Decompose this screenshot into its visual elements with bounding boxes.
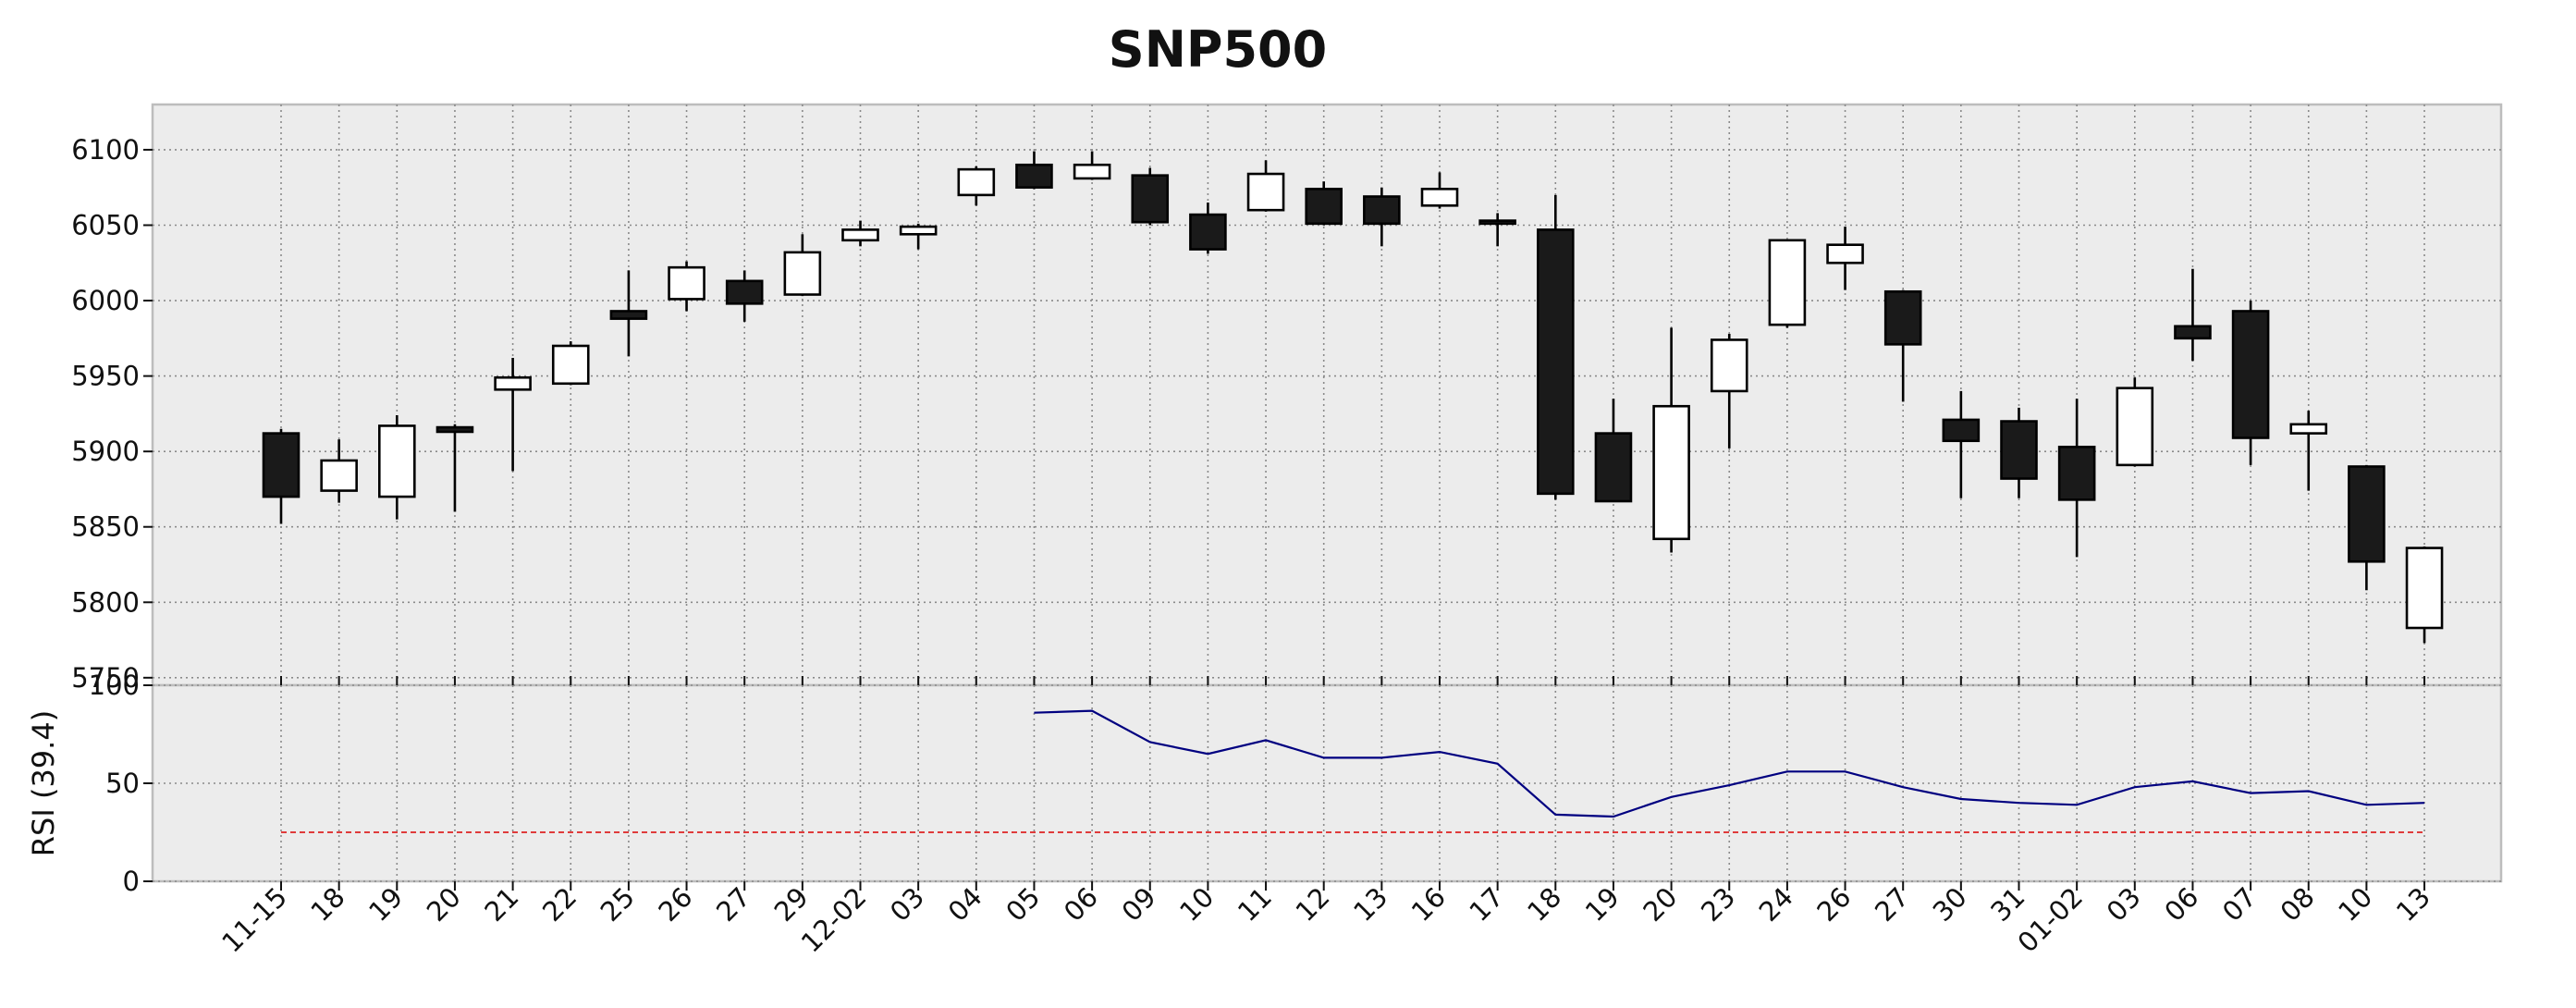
- candle-body: [609, 310, 648, 320]
- price-y-tick-label: 6100: [71, 134, 140, 166]
- x-tick-label: 21: [478, 881, 524, 928]
- x-tick-label: 11: [1232, 881, 1278, 928]
- x-tick-label: 25: [595, 881, 641, 928]
- x-tick-label: 13: [1347, 881, 1393, 928]
- candle-body: [1710, 338, 1748, 393]
- candle-body: [1826, 243, 1864, 264]
- candle-body: [2057, 445, 2096, 501]
- rsi-y-tick-label: 100: [89, 670, 140, 701]
- price-y-tick-label: 5800: [71, 586, 140, 618]
- rsi-y-tick-label: 50: [105, 768, 140, 799]
- candle-body: [1246, 172, 1285, 212]
- x-tick-label: 06: [1058, 881, 1104, 928]
- x-tick-label: 24: [1753, 881, 1799, 928]
- rsi-axis-label: RSI (39.4): [26, 710, 61, 856]
- x-tick-label: 23: [1695, 881, 1741, 928]
- candle-body: [1537, 228, 1575, 496]
- price-y-tick-label: 5950: [71, 361, 140, 392]
- candle-body: [1131, 174, 1170, 224]
- rsi-y-tick-labels: 0 50 100: [89, 670, 140, 897]
- price-y-tick-label: 5750: [71, 662, 140, 694]
- candle-body: [2174, 325, 2212, 340]
- candle-body: [2289, 423, 2328, 435]
- candle-body: [1015, 163, 1053, 190]
- x-tick-label: 26: [1810, 881, 1857, 928]
- x-tick-label: 18: [1521, 881, 1567, 928]
- x-tick-label: 27: [1869, 881, 1915, 928]
- candle-body: [668, 265, 705, 301]
- candle-body: [2231, 310, 2270, 439]
- x-tick-label: 19: [1579, 881, 1625, 928]
- x-tick-label: 26: [652, 881, 698, 928]
- x-tick-label: 29: [768, 881, 815, 928]
- candle-body: [262, 432, 301, 498]
- x-tick-label: 31: [1984, 881, 2030, 928]
- x-tick-label: 12: [1290, 881, 1336, 928]
- price-y-tick-label: 5900: [71, 436, 140, 467]
- x-tick-label: 20: [421, 881, 467, 928]
- candle-body: [494, 375, 532, 391]
- price-y-tick-labels: 5750 5800 5850 5900 5950 6000 6050 6100: [71, 134, 140, 694]
- x-tick-label: 19: [362, 881, 409, 928]
- x-tick-label: 30: [1927, 881, 1973, 928]
- candle-body: [2348, 465, 2386, 563]
- candle-body: [551, 344, 590, 386]
- x-tick-label: 08: [2275, 881, 2321, 928]
- x-tick-label: 05: [1000, 881, 1046, 928]
- rsi-y-tick-label: 0: [123, 866, 140, 897]
- candle-body: [1363, 195, 1401, 226]
- x-tick-label: 20: [1637, 881, 1683, 928]
- x-tick-label: 03: [884, 881, 930, 928]
- candle-body: [899, 225, 938, 236]
- x-tick-label: 12-02: [795, 881, 873, 959]
- candle-body: [841, 228, 879, 242]
- candle-body: [957, 167, 996, 197]
- rsi-series-line: [1034, 709, 2425, 818]
- x-tick-label: 17: [1463, 881, 1509, 928]
- candle-body: [783, 251, 822, 296]
- candle-body: [1189, 213, 1227, 251]
- x-tick-label: 09: [1116, 881, 1162, 928]
- x-tick-label: 10: [1173, 881, 1220, 928]
- x-tick-label: 11-15: [215, 881, 293, 959]
- candle-body: [1652, 404, 1690, 541]
- candle-body: [435, 425, 474, 434]
- candle-body: [377, 424, 416, 498]
- candle-body: [2405, 547, 2444, 630]
- x-tick-label: 10: [2332, 881, 2378, 928]
- candle-body: [2116, 387, 2154, 467]
- x-tick-label: 27: [710, 881, 756, 928]
- x-tick-label: 22: [536, 881, 583, 928]
- candle-body: [1073, 163, 1111, 180]
- candle-body: [1305, 188, 1343, 226]
- x-tick-label: 06: [2158, 881, 2204, 928]
- candle-body: [1768, 239, 1807, 326]
- x-tick-label: 16: [1405, 881, 1452, 928]
- candle-body: [725, 279, 764, 305]
- candle-body: [1478, 219, 1516, 226]
- rsi-lines: [281, 709, 2425, 833]
- candle-body: [2000, 420, 2038, 480]
- chart-title: SNP500: [1109, 20, 1327, 79]
- price-y-tick-label: 6000: [71, 285, 140, 316]
- x-tick-label: 07: [2216, 881, 2263, 928]
- x-tick-label: 03: [2101, 881, 2147, 928]
- candle-body: [1420, 188, 1459, 207]
- x-tick-label: 01-02: [2011, 881, 2089, 959]
- candle-body: [320, 459, 358, 492]
- tick-marks: [143, 148, 2426, 891]
- candles: [262, 151, 2444, 644]
- rsi-panel: [151, 683, 2503, 883]
- candle-body: [1594, 432, 1633, 503]
- x-tick-label: 18: [304, 881, 350, 928]
- candle-body: [1883, 289, 1922, 346]
- price-y-tick-label: 5850: [71, 511, 140, 543]
- x-tick-label: 13: [2390, 881, 2436, 928]
- candle-body: [1942, 418, 1981, 443]
- x-tick-label: 04: [942, 881, 988, 928]
- price-y-tick-label: 6050: [71, 209, 140, 240]
